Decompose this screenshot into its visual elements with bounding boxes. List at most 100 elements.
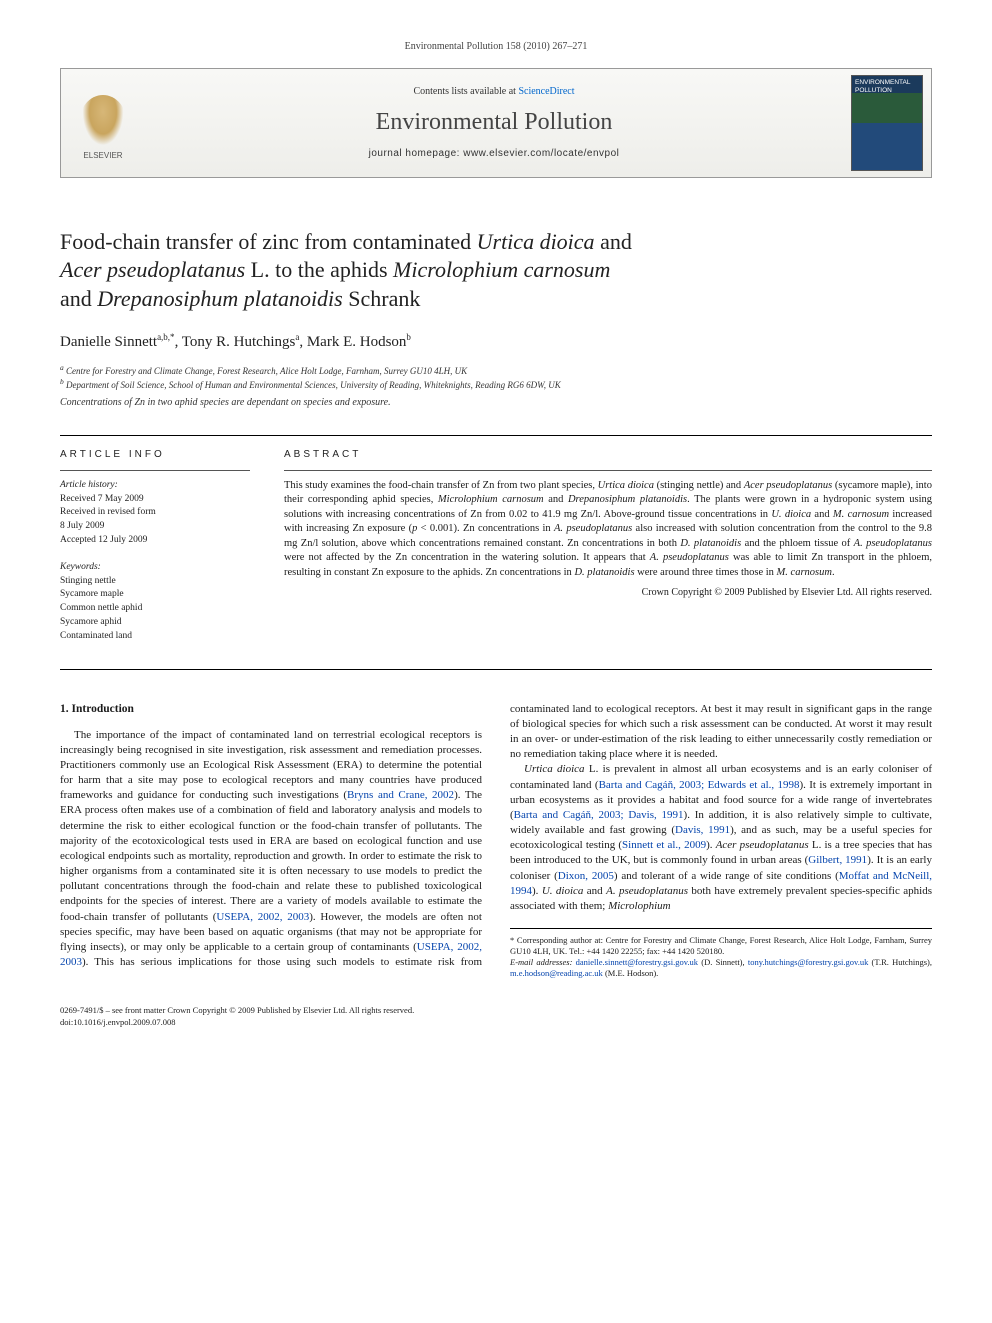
publisher-label: ELSEVIER bbox=[83, 151, 122, 162]
citation-link[interactable]: Bryns and Crane, 2002 bbox=[347, 789, 454, 801]
history-label: Article history: bbox=[60, 479, 250, 492]
body-seg: and bbox=[583, 885, 606, 897]
history-revised-date: 8 July 2009 bbox=[60, 520, 250, 533]
article-info-col: article info Article history: Received 7… bbox=[60, 448, 250, 656]
running-head: Environmental Pollution 158 (2010) 267–2… bbox=[60, 40, 932, 54]
body-seg-ital: Microlophium bbox=[608, 900, 671, 912]
article-info-heading: article info bbox=[60, 448, 250, 462]
email-name: (D. Sinnett), bbox=[698, 957, 748, 967]
body-seg: ). The ERA process often makes use of a … bbox=[60, 789, 482, 907]
abs-seg-ital: A. pseudoplatanus bbox=[650, 552, 729, 563]
banner-center: Contents lists available at ScienceDirec… bbox=[145, 69, 843, 177]
body-seg-ital: U. dioica bbox=[542, 885, 584, 897]
abs-seg: . bbox=[832, 567, 835, 578]
citation-link[interactable]: USEPA, 2002, 2003 bbox=[216, 911, 309, 923]
divider bbox=[60, 669, 932, 670]
abs-seg: < 0.001). Zn concentrations in bbox=[417, 523, 554, 534]
abs-seg-ital: A. pseudoplatanus bbox=[554, 523, 632, 534]
abs-seg-ital: Acer pseudoplatanus bbox=[744, 480, 832, 491]
abstract-copyright: Crown Copyright © 2009 Published by Else… bbox=[284, 586, 932, 600]
abstract-heading: abstract bbox=[284, 448, 932, 462]
abs-seg-ital: Urtica dioica bbox=[598, 480, 654, 491]
abs-seg: This study examines the food-chain trans… bbox=[284, 480, 598, 491]
author-affil-sup: a,b,* bbox=[157, 332, 175, 342]
title-seg-ital: Drepanosiphum platanoidis bbox=[97, 286, 342, 311]
history-accepted: Accepted 12 July 2009 bbox=[60, 534, 250, 547]
citation-link[interactable]: Gilbert, 1991 bbox=[808, 854, 867, 866]
article-history: Article history: Received 7 May 2009 Rec… bbox=[60, 479, 250, 547]
elsevier-logo-icon: ELSEVIER bbox=[73, 84, 133, 162]
author-affil-sup: b bbox=[406, 332, 411, 342]
author-list: Danielle Sinnetta,b,*, Tony R. Hutchings… bbox=[60, 331, 932, 352]
email-name: (M.E. Hodson). bbox=[603, 968, 658, 978]
body-seg-ital: Urtica dioica bbox=[524, 763, 585, 775]
title-block: Food-chain transfer of zinc from contami… bbox=[60, 228, 932, 410]
email-label: E-mail addresses: bbox=[510, 957, 572, 967]
abs-seg: were around three times those in bbox=[635, 567, 777, 578]
journal-name: Environmental Pollution bbox=[376, 106, 613, 138]
highlight-summary: Concentrations of Zn in two aphid specie… bbox=[60, 396, 932, 410]
cover-label: ENVIRONMENTAL POLLUTION bbox=[855, 79, 910, 95]
sciencedirect-link[interactable]: ScienceDirect bbox=[518, 86, 574, 97]
abs-seg-ital: U. dioica bbox=[771, 509, 811, 520]
abs-seg-ital: D. platanoidis bbox=[680, 538, 741, 549]
body-seg-ital: Acer pseudoplatanus bbox=[716, 839, 809, 851]
title-seg-ital: Microlophium carnosum bbox=[393, 257, 610, 282]
abs-seg-ital: Drepanosiphum platanoidis bbox=[568, 494, 687, 505]
abs-seg-ital: D. platanoidis bbox=[574, 567, 634, 578]
footer-copyright: 0269-7491/$ – see front matter Crown Cop… bbox=[60, 1005, 932, 1016]
title-seg: L. to the aphids bbox=[245, 257, 393, 282]
affiliations: a Centre for Forestry and Climate Change… bbox=[60, 363, 932, 392]
keyword: Sycamore maple bbox=[60, 588, 250, 601]
abs-seg-ital: M. carnosum bbox=[777, 567, 832, 578]
journal-cover-icon: ENVIRONMENTAL POLLUTION bbox=[851, 75, 923, 171]
citation-link[interactable]: Dixon, 2005 bbox=[558, 870, 614, 882]
abstract-col: abstract This study examines the food-ch… bbox=[284, 448, 932, 656]
divider bbox=[60, 435, 932, 436]
author-name: Danielle Sinnett bbox=[60, 334, 157, 350]
keyword: Contaminated land bbox=[60, 630, 250, 643]
body-seg: ). bbox=[706, 839, 716, 851]
abs-seg-ital: A. pseudoplatanus bbox=[854, 538, 932, 549]
history-received: Received 7 May 2009 bbox=[60, 493, 250, 506]
body-columns: 1. Introduction The importance of the im… bbox=[60, 702, 932, 980]
citation-link[interactable]: Davis, 1991 bbox=[675, 824, 730, 836]
citation-link[interactable]: Sinnett et al., 2009 bbox=[622, 839, 706, 851]
homepage-label: journal homepage: bbox=[369, 148, 464, 159]
keyword: Common nettle aphid bbox=[60, 602, 250, 615]
keywords-label: Keywords: bbox=[60, 561, 250, 574]
journal-banner: ELSEVIER Contents lists available at Sci… bbox=[60, 68, 932, 178]
abstract-text: This study examines the food-chain trans… bbox=[284, 479, 932, 580]
email-addresses: E-mail addresses: danielle.sinnett@fores… bbox=[510, 957, 932, 979]
divider bbox=[284, 470, 932, 471]
email-link[interactable]: m.e.hodson@reading.ac.uk bbox=[510, 968, 603, 978]
body-seg: ). bbox=[532, 885, 542, 897]
keyword: Sycamore aphid bbox=[60, 616, 250, 629]
title-seg: Food-chain transfer of zinc from contami… bbox=[60, 229, 477, 254]
abs-seg: were not affected by the Zn concentratio… bbox=[284, 552, 650, 563]
title-seg: and bbox=[60, 286, 97, 311]
email-link[interactable]: danielle.sinnett@forestry.gsi.gov.uk bbox=[576, 957, 698, 967]
body-seg-ital: A. pseudoplatanus bbox=[606, 885, 688, 897]
divider bbox=[60, 470, 250, 471]
publisher-logo-cell: ELSEVIER bbox=[61, 69, 145, 177]
title-seg-ital: Acer pseudoplatanus bbox=[60, 257, 245, 282]
author-name: Tony R. Hutchings bbox=[182, 334, 296, 350]
abs-seg: and the phloem tissue of bbox=[741, 538, 853, 549]
citation-link[interactable]: Barta and Cagáň, 2003; Davis, 1991 bbox=[514, 809, 684, 821]
title-seg-ital: Urtica dioica bbox=[477, 229, 595, 254]
keyword: Stinging nettle bbox=[60, 575, 250, 588]
abs-seg: (stinging nettle) and bbox=[654, 480, 744, 491]
body-seg: ) and tolerant of a wide range of site c… bbox=[614, 870, 839, 882]
page-footer: 0269-7491/$ – see front matter Crown Cop… bbox=[60, 1005, 932, 1028]
corresponding-footnote: * Corresponding author at: Centre for Fo… bbox=[510, 928, 932, 979]
title-seg: Schrank bbox=[343, 286, 421, 311]
footer-doi: doi:10.1016/j.envpol.2009.07.008 bbox=[60, 1017, 932, 1028]
contents-available-line: Contents lists available at ScienceDirec… bbox=[413, 85, 574, 99]
abs-seg: and bbox=[811, 509, 833, 520]
author-name: Mark E. Hodson bbox=[307, 334, 407, 350]
abs-seg: and bbox=[544, 494, 568, 505]
email-link[interactable]: tony.hutchings@forestry.gsi.gov.uk bbox=[748, 957, 868, 967]
citation-link[interactable]: Barta and Cagáň, 2003; Edwards et al., 1… bbox=[599, 779, 800, 791]
corresponding-author: * Corresponding author at: Centre for Fo… bbox=[510, 935, 932, 957]
